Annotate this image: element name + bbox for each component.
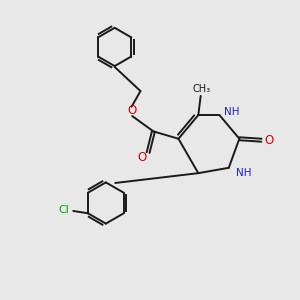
Text: NH: NH: [224, 107, 240, 117]
Text: O: O: [137, 152, 146, 164]
Text: CH₃: CH₃: [192, 84, 210, 94]
Text: Cl: Cl: [58, 206, 69, 215]
Text: O: O: [264, 134, 273, 147]
Text: NH: NH: [236, 168, 251, 178]
Text: O: O: [127, 104, 136, 117]
